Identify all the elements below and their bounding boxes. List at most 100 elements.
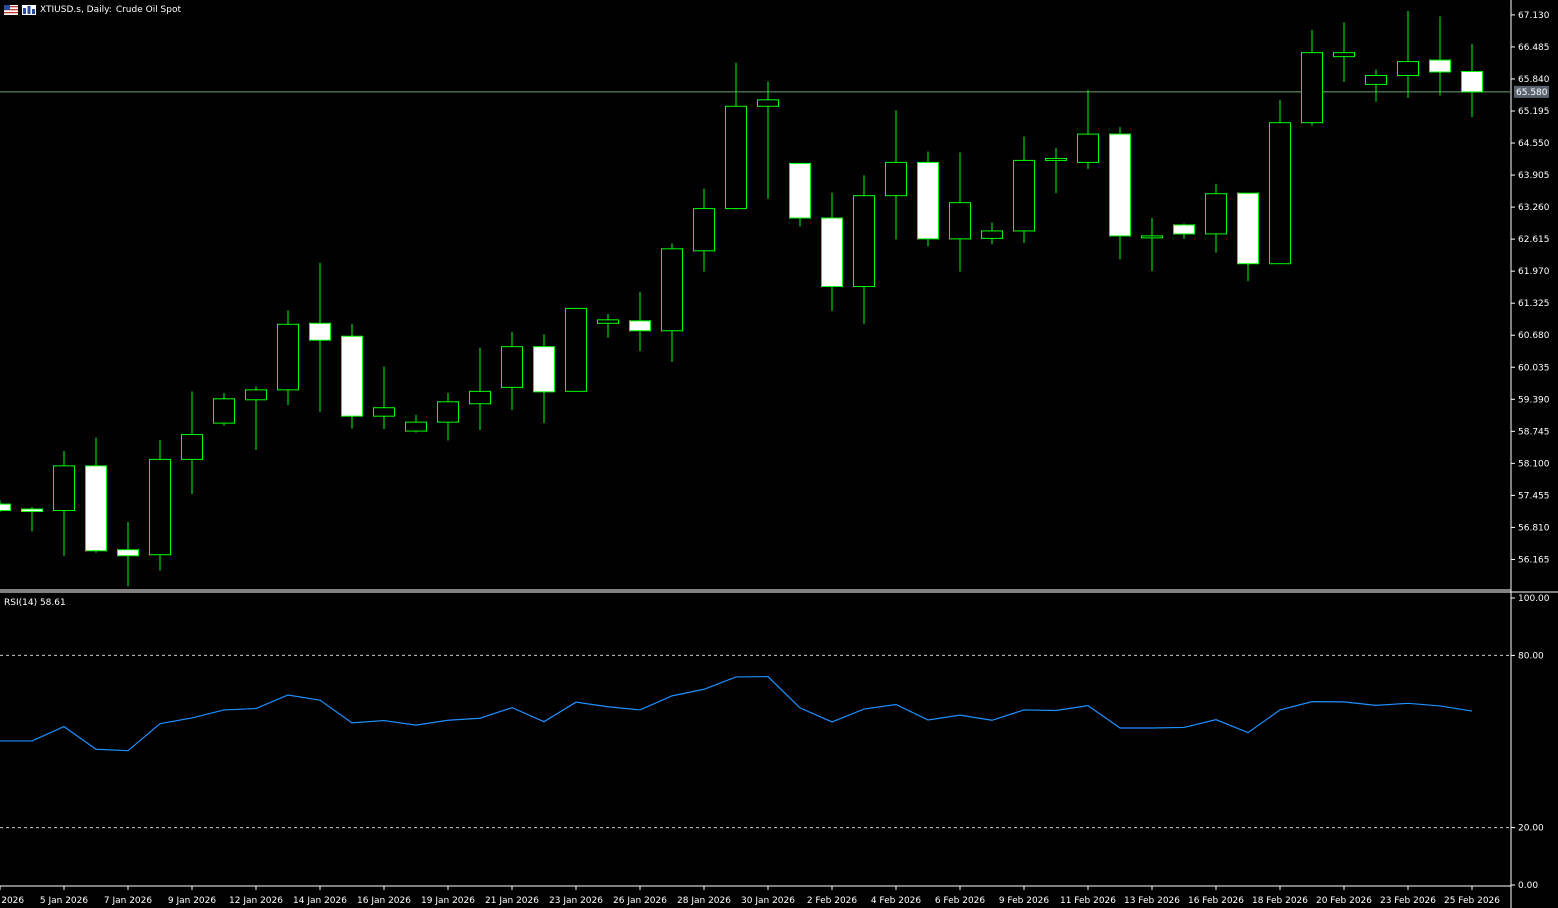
date-tick-label: 14 Jan 2026	[293, 896, 347, 906]
candle-body	[1013, 159, 1035, 232]
date-tick-label: 23 Jan 2026	[549, 896, 603, 906]
candle	[981, 222, 1003, 245]
candle	[85, 437, 107, 553]
price-tick-label: 58.100	[1518, 459, 1550, 469]
candle	[1301, 29, 1323, 126]
candle	[1333, 22, 1355, 82]
candle	[341, 323, 363, 429]
candle	[533, 334, 555, 424]
price-tick-label: 56.810	[1518, 523, 1550, 533]
us-flag-icon	[4, 5, 18, 15]
price-tick-label: 65.840	[1518, 75, 1550, 85]
candle-body	[565, 307, 587, 392]
candle	[469, 347, 491, 431]
candle-body	[1461, 71, 1483, 93]
candle	[565, 307, 587, 392]
candle	[0, 500, 11, 513]
candle-body	[981, 230, 1003, 239]
candle-body	[309, 322, 331, 341]
price-tick-label: 56.165	[1518, 555, 1550, 565]
price-tick-label: 65.195	[1518, 107, 1550, 117]
candle-body	[501, 346, 523, 388]
price-tick-label: 66.485	[1518, 43, 1550, 53]
candle-body	[1365, 74, 1387, 85]
candle	[1429, 16, 1451, 96]
candle	[117, 521, 139, 587]
candle	[597, 313, 619, 338]
candle	[1173, 223, 1195, 239]
price-tick-label: 63.260	[1518, 203, 1550, 213]
axes: 67.130 66.485 65.840 65.195 64.550 63.905 63.2…	[0, 11, 1550, 906]
date-tick-label: 4 Feb 2026	[871, 896, 922, 906]
date-tick-label: 19 Jan 2026	[421, 896, 475, 906]
candle	[853, 175, 875, 324]
candle-body	[1269, 122, 1291, 265]
candle-body	[725, 105, 747, 210]
rsi-tick-label: 0.00	[1518, 881, 1538, 891]
candle-body	[661, 248, 683, 332]
candle	[661, 243, 683, 363]
candle	[501, 331, 523, 411]
candle-body	[1077, 133, 1099, 163]
date-tick-label: 2 Jan 2026	[0, 896, 24, 906]
candle	[405, 414, 427, 433]
candle-body	[1397, 61, 1419, 76]
date-tick-label: 7 Jan 2026	[104, 896, 152, 906]
candle	[725, 62, 747, 210]
price-tick-label: 62.615	[1518, 235, 1550, 245]
date-tick-label: 2 Feb 2026	[807, 896, 858, 906]
candle-body	[469, 390, 491, 405]
candle	[1365, 69, 1387, 102]
candle-body	[949, 202, 971, 240]
date-tick-label: 12 Jan 2026	[229, 896, 283, 906]
candle	[693, 188, 715, 272]
candle-body	[245, 389, 267, 401]
current-price-badge	[1514, 85, 1549, 98]
price-tick-label: 63.905	[1518, 171, 1550, 181]
candle	[1269, 99, 1291, 265]
candle-body	[629, 320, 651, 332]
candle-body	[917, 161, 939, 240]
price-tick-label: 64.550	[1518, 139, 1550, 149]
candle-body	[0, 503, 11, 512]
candle-body	[181, 434, 203, 460]
candle	[1077, 89, 1099, 169]
price-tick-label: 61.970	[1518, 267, 1550, 277]
date-tick-label: 23 Feb 2026	[1380, 896, 1436, 906]
candle-body	[1109, 133, 1131, 237]
rsi-tick-label: 100.00	[1518, 594, 1550, 604]
candle-body	[1173, 224, 1195, 235]
candle-body	[597, 319, 619, 324]
date-tick-label: 21 Jan 2026	[485, 896, 539, 906]
price-tick-label: 60.680	[1518, 331, 1550, 341]
candle	[277, 310, 299, 406]
date-tick-label: 20 Feb 2026	[1316, 896, 1372, 906]
candle	[1045, 147, 1067, 194]
date-tick-label: 18 Feb 2026	[1252, 896, 1308, 906]
candle-body	[1429, 59, 1451, 73]
candle	[629, 292, 651, 352]
symbol-label: XTIUSD.s, Daily:	[40, 5, 112, 15]
date-tick-label: 30 Jan 2026	[741, 896, 795, 906]
candle	[757, 81, 779, 199]
candle	[21, 507, 43, 532]
candle-body	[405, 421, 427, 432]
candle	[1397, 10, 1419, 98]
candle-body	[533, 346, 555, 393]
candle-body	[821, 217, 843, 288]
candle-body	[373, 407, 395, 417]
candle-body	[1237, 192, 1259, 265]
rsi-line	[0, 676, 1473, 752]
candle-body	[1045, 157, 1067, 161]
date-tick-label: 6 Feb 2026	[935, 896, 986, 906]
candle	[885, 110, 907, 240]
commodity-icon	[22, 5, 36, 15]
candle	[213, 392, 235, 426]
candle	[53, 450, 75, 556]
price-tick-label: 58.745	[1518, 427, 1550, 437]
date-tick-label: 11 Feb 2026	[1060, 896, 1116, 906]
candle-body	[437, 401, 459, 423]
candle-body	[21, 508, 43, 513]
candle	[309, 262, 331, 412]
